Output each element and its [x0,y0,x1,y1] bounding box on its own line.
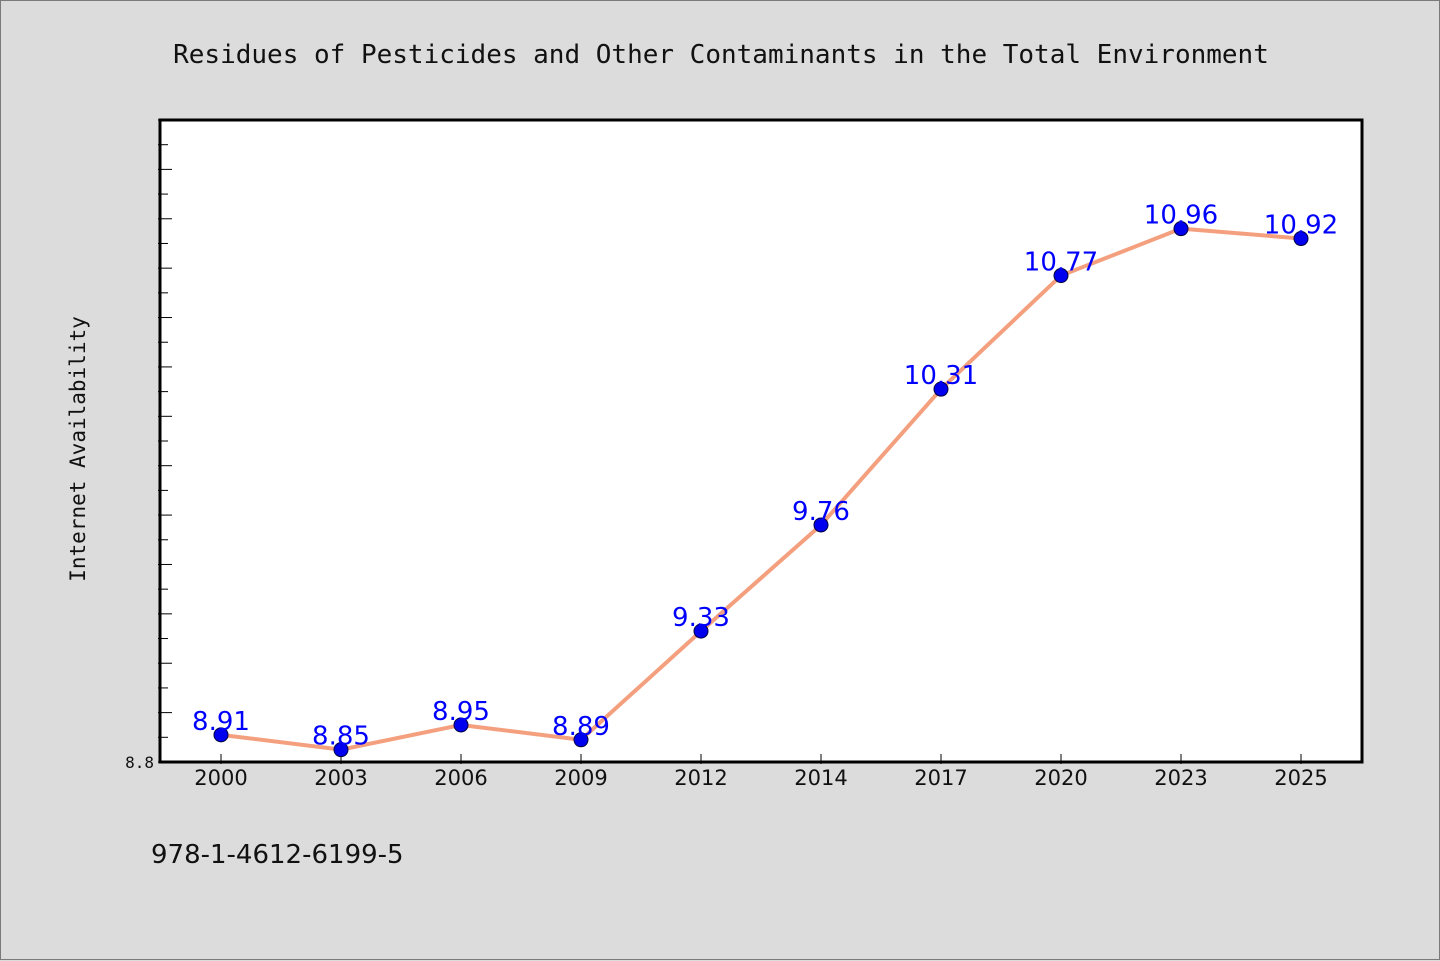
data-label: 8.95 [432,697,490,727]
data-point [813,517,829,533]
plot-area [158,118,1364,764]
data-point [1053,268,1069,284]
data-points [213,221,1309,758]
x-tick-label: 2012 [674,766,727,790]
y-axis-ticks: 8.8 [125,119,172,772]
data-point [573,732,589,748]
chart-title: Residues of Pesticides and Other Contami… [173,40,1269,70]
series-line [220,226,1302,752]
x-tick-label: 2014 [794,766,847,790]
data-label: 8.85 [312,722,370,752]
data-point [1293,231,1309,247]
x-tick-label: 2025 [1274,766,1327,790]
x-tick-label: 2006 [434,766,487,790]
data-point [453,717,469,733]
data-label: 10.77 [1024,248,1098,278]
x-tick-label: 2017 [914,766,967,790]
data-label: 8.91 [192,707,250,737]
data-labels: 8.91 8.85 8.95 8.89 9.33 9.76 10.31 10.77 10.96 1… [192,201,1338,752]
data-label: 10.96 [1144,201,1218,231]
x-axis-ticks: 2000 2003 2006 2009 2012 2014 2017 2020 2023 2025 [194,754,1328,790]
data-label: 10.31 [904,361,978,391]
data-label: 9.76 [792,497,850,527]
y-axis-label: Internet Availability [66,316,90,582]
data-label: 8.89 [552,712,610,742]
data-point [1173,221,1189,237]
x-tick-label: 2000 [194,766,247,790]
x-tick-label: 2003 [314,766,367,790]
footer-isbn: 978-1-4612-6199-5 [151,840,404,870]
y-tick-label: 8.8 [125,753,154,772]
data-point [933,381,949,397]
x-tick-label: 2023 [1154,766,1207,790]
x-tick-label: 2009 [554,766,607,790]
series-line-group [220,226,1302,752]
data-label: 9.33 [672,603,730,633]
data-label: 10.92 [1264,211,1338,241]
x-tick-label: 2020 [1034,766,1087,790]
data-point [693,623,709,639]
data-point [213,727,229,743]
data-point [333,742,349,758]
